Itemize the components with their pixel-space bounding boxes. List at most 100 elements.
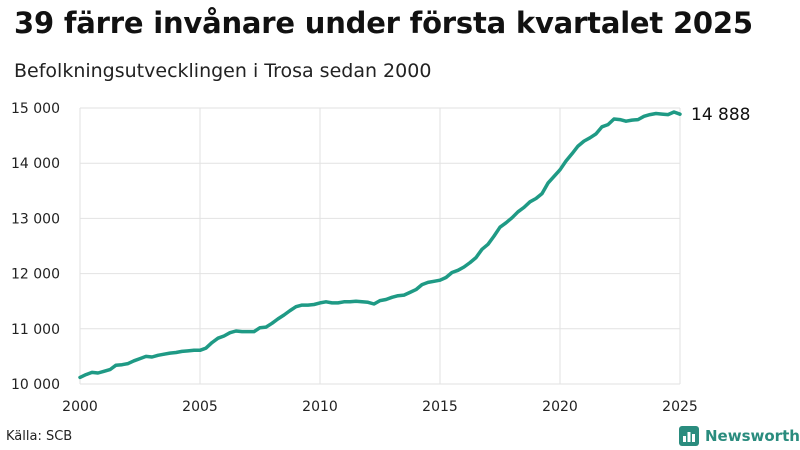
data-point <box>330 301 334 305</box>
data-point <box>600 125 604 129</box>
bar-chart-icon <box>679 426 699 446</box>
last-value-label: 14 888 <box>691 105 750 125</box>
data-point <box>360 300 364 304</box>
data-point <box>426 281 430 284</box>
data-point <box>396 294 400 298</box>
data-point <box>210 341 214 344</box>
data-point <box>558 168 562 172</box>
data-point <box>522 206 526 209</box>
data-point <box>96 371 100 375</box>
data-point <box>594 132 598 136</box>
data-point <box>138 357 142 360</box>
data-point <box>660 112 664 116</box>
data-point <box>180 350 184 353</box>
data-point <box>336 301 340 305</box>
data-point <box>384 298 388 301</box>
data-point <box>672 110 676 114</box>
data-point <box>492 234 496 238</box>
data-point <box>378 299 382 302</box>
y-tick-label: 12 000 <box>11 267 60 283</box>
chart-subtitle: Befolkningsutvecklingen i Trosa sedan 20… <box>14 60 432 82</box>
data-point <box>168 351 172 355</box>
y-tick-label: 10 000 <box>11 377 60 393</box>
data-point <box>216 336 220 340</box>
data-point <box>150 355 154 359</box>
data-point <box>222 334 226 338</box>
data-point <box>666 113 670 116</box>
y-tick-label: 15 000 <box>11 101 60 117</box>
data-point <box>78 376 82 379</box>
x-axis-ticks: 2000 2005 2010 2015 2020 2025 <box>62 399 698 415</box>
data-point <box>102 369 106 373</box>
data-point <box>516 210 520 214</box>
x-tick-label: 2010 <box>302 399 338 415</box>
x-tick-label: 2015 <box>422 399 458 415</box>
data-point <box>240 330 244 333</box>
data-point <box>390 295 394 299</box>
data-point <box>534 197 538 200</box>
data-point <box>648 113 652 116</box>
brand-name: Newsworthy <box>705 427 800 445</box>
data-point <box>474 256 478 259</box>
x-tick-label: 2005 <box>182 399 218 415</box>
x-tick-label: 2025 <box>662 399 698 415</box>
data-point <box>234 329 238 333</box>
data-point <box>450 271 454 274</box>
data-point <box>372 302 376 306</box>
data-point <box>162 352 166 356</box>
data-point <box>276 317 280 321</box>
data-point <box>90 371 94 374</box>
data-point <box>636 118 640 121</box>
data-point <box>402 293 406 297</box>
newsworthy-logo: Newsworthy <box>679 426 800 446</box>
data-point <box>678 112 682 116</box>
data-point <box>252 330 256 333</box>
data-point <box>312 303 316 306</box>
x-tick-label: 2020 <box>542 399 578 415</box>
data-point <box>564 159 568 163</box>
data-point <box>156 353 160 357</box>
data-point <box>576 144 580 148</box>
y-axis-ticks: 10 000 11 000 12 000 13 000 14 000 15 000 <box>11 101 60 393</box>
source-note: Källa: SCB <box>6 429 73 444</box>
data-point <box>624 119 628 123</box>
data-point <box>144 355 148 358</box>
y-tick-label: 14 000 <box>11 156 60 172</box>
data-point <box>468 261 472 264</box>
data-point <box>618 118 622 121</box>
data-point <box>126 362 130 365</box>
y-tick-label: 13 000 <box>11 211 60 227</box>
data-point <box>114 363 118 367</box>
data-point <box>408 291 412 294</box>
data-point <box>366 300 370 304</box>
data-point <box>546 181 550 185</box>
chart-title: 39 färre invånare under första kvartalet… <box>14 6 753 40</box>
data-point <box>612 117 616 121</box>
data-point <box>504 221 508 225</box>
y-tick-label: 11 000 <box>11 322 60 338</box>
data-point <box>606 123 610 126</box>
data-point <box>438 278 442 282</box>
data-point <box>324 300 328 304</box>
data-point <box>348 300 352 304</box>
data-point <box>306 303 310 307</box>
data-point <box>84 373 88 376</box>
data-point <box>354 299 358 303</box>
x-tick-label: 2000 <box>62 399 98 415</box>
data-point <box>480 247 484 251</box>
data-point <box>528 200 532 204</box>
data-point <box>108 368 112 371</box>
data-point <box>198 348 202 352</box>
data-point <box>270 321 274 325</box>
data-point <box>588 136 592 140</box>
data-point <box>486 242 490 246</box>
data-point <box>420 283 424 286</box>
data-point <box>570 152 574 156</box>
data-point <box>258 326 262 330</box>
data-point <box>246 330 250 333</box>
data-point <box>510 216 514 220</box>
data-point <box>288 309 292 312</box>
data-point <box>174 351 178 354</box>
data-point <box>414 288 418 291</box>
